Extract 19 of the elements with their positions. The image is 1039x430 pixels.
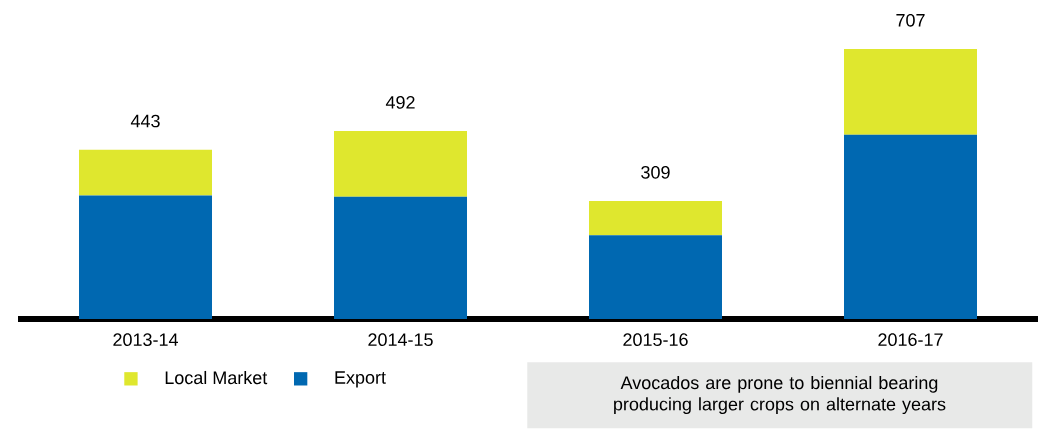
annotation: 707	[896, 13, 925, 27]
x-tick-label: 2015-16	[623, 333, 688, 346]
annotation: 309	[641, 165, 670, 179]
x-tick-label: 2013-14	[113, 333, 178, 346]
bar	[844, 134, 977, 319]
x-tick-label: 2016-17	[878, 333, 943, 346]
annotation: 443	[130, 114, 160, 128]
bar	[334, 196, 468, 319]
bar	[844, 48, 977, 135]
text: Avocados are prone to biennial bearing producing larger crops on alternate years	[614, 375, 946, 415]
legend-label: Local Market	[165, 370, 268, 385]
bar	[334, 131, 468, 197]
x-tick-label: 2014-15	[368, 333, 433, 346]
bar	[589, 200, 722, 236]
bar	[79, 195, 212, 319]
legend-label: Export	[335, 371, 386, 388]
bar	[589, 235, 722, 319]
bar	[79, 149, 212, 196]
annotation: 492	[385, 96, 415, 109]
